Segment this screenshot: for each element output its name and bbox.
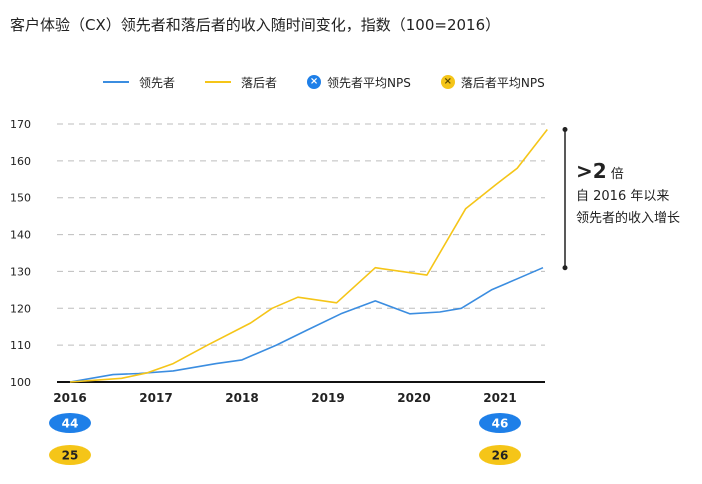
x-tick-label: 2019	[311, 391, 344, 405]
laggard-nps-badge-label: 25	[62, 449, 79, 463]
y-tick-label: 160	[10, 155, 31, 168]
growth-bracket-bottom-cap	[562, 265, 568, 271]
y-tick-label: 110	[10, 339, 31, 352]
leader-nps-swatch-icon: ×	[307, 75, 322, 89]
laggard-nps-swatch-icon: ×	[440, 75, 455, 89]
legend-item-laggard-nps: × 落后者平均NPS	[440, 74, 545, 91]
callout-unit: 倍	[610, 167, 624, 182]
laggard-nps-badge	[479, 445, 521, 465]
leader-line-swatch	[103, 81, 129, 83]
growth-bracket-top-cap	[562, 127, 568, 133]
growth-callout: >2 倍 自 2016 年以来 领先者的收入增长	[576, 160, 680, 230]
callout-line-3: 领先者的收入增长	[576, 211, 681, 226]
x-tick-label: 2018	[225, 391, 258, 405]
chart-title: 客户体验（CX）领先者和落后者的收入随时间变化，指数（100=2016）	[10, 16, 501, 34]
legend-label-laggard: 落后者	[241, 75, 278, 90]
callout-big: >2	[576, 159, 607, 183]
leader-nps-badge	[479, 413, 521, 433]
legend-item-leader-nps: × 领先者平均NPS	[307, 74, 411, 91]
leader-nps-badge-label: 46	[492, 417, 509, 431]
y-tick-label: 150	[10, 192, 31, 205]
laggard-nps-badge-label: 26	[492, 449, 509, 463]
laggard-series-line	[69, 129, 548, 383]
laggard-line-swatch	[205, 81, 232, 83]
legend-label-laggard-nps: 落后者平均NPS	[460, 75, 545, 90]
y-tick-label: 140	[10, 229, 31, 242]
callout-line-2: 自 2016 年以来	[576, 189, 670, 204]
y-tick-label: 130	[10, 265, 31, 278]
x-tick-label: 2021	[483, 391, 516, 405]
leader-nps-badge-label: 44	[62, 417, 79, 431]
legend-item-laggard: 落后者	[205, 74, 277, 91]
leader-series-line	[69, 266, 544, 383]
y-tick-label: 100	[10, 376, 31, 389]
leader-nps-badge	[49, 413, 91, 433]
legend-label-leader: 领先者	[139, 75, 176, 90]
laggard-nps-badge	[49, 445, 91, 465]
legend-item-leader: 领先者	[103, 74, 175, 91]
y-tick-label: 170	[10, 118, 31, 131]
y-tick-label: 120	[10, 302, 31, 315]
x-tick-label: 2020	[397, 391, 430, 405]
legend-label-leader-nps: 领先者平均NPS	[327, 75, 411, 90]
legend: 领先者 落后者 × 领先者平均NPS × 落后者平均NPS	[103, 72, 575, 92]
x-tick-label: 2017	[139, 391, 172, 405]
x-tick-label: 2016	[53, 391, 86, 405]
